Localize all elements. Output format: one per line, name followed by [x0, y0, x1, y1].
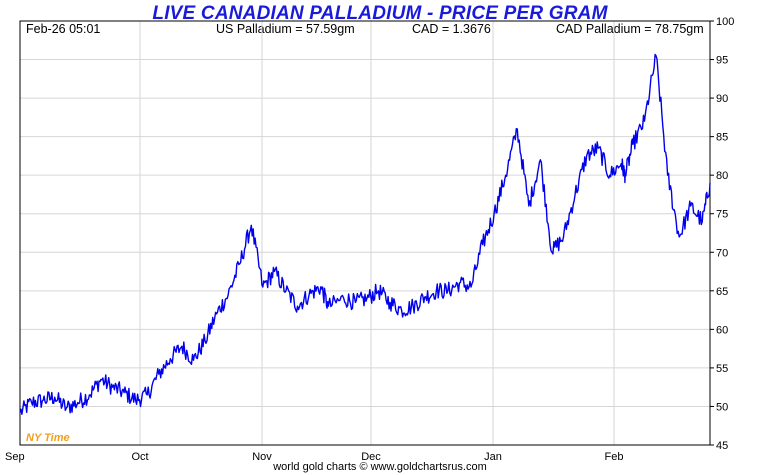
- timestamp-label: Feb-26 05:01: [26, 22, 101, 36]
- chart-title: LIVE CANADIAN PALLADIUM - PRICE PER GRAM: [152, 3, 608, 24]
- y-tick-label: 70: [716, 247, 728, 259]
- x-tick-label: Sep: [5, 451, 25, 463]
- y-tick-label: 95: [716, 55, 728, 67]
- x-tick-label: Feb: [605, 451, 624, 463]
- y-tick-label: 65: [716, 286, 728, 298]
- y-tick-label: 85: [716, 132, 728, 144]
- y-tick-label: 75: [716, 209, 728, 221]
- y-tick-label: 90: [716, 93, 728, 105]
- y-tick-label: 100: [716, 16, 734, 28]
- us-palladium-price: US Palladium = 57.59gm: [216, 22, 355, 36]
- x-tick-label: Nov: [252, 451, 272, 463]
- y-tick-label: 50: [716, 401, 728, 413]
- y-tick-label: 45: [716, 440, 728, 452]
- y-tick-label: 55: [716, 363, 728, 375]
- x-tick-label: Oct: [131, 451, 148, 463]
- cad-palladium-price: CAD Palladium = 78.75gm: [556, 22, 704, 36]
- x-tick-label: Dec: [361, 451, 381, 463]
- y-tick-label: 60: [716, 324, 728, 336]
- timezone-label: NY Time: [26, 432, 70, 444]
- y-tick-label: 80: [716, 170, 728, 182]
- x-tick-label: Jan: [484, 451, 502, 463]
- price-series-line: [19, 53, 711, 415]
- plot-border: [19, 20, 711, 446]
- cad-exchange-rate: CAD = 1.3676: [412, 22, 491, 36]
- chart-footer: world gold charts © www.goldchartsrus.co…: [273, 461, 487, 473]
